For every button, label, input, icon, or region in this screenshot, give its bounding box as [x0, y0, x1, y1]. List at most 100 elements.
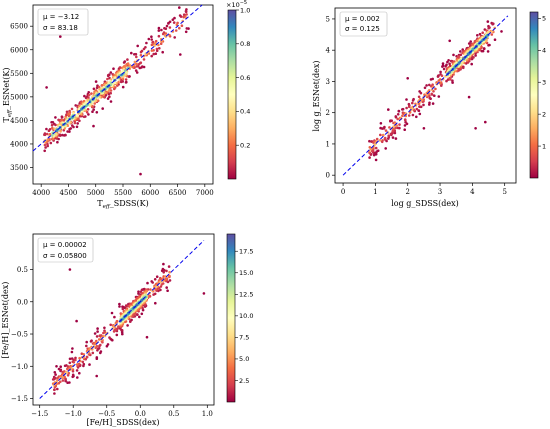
- teff-colorbar-ticks: 0.2 0.4 0.6 0.8 1.0: [236, 6, 250, 150]
- y-tick-label: 4: [326, 47, 331, 55]
- scatter-point: [139, 50, 143, 54]
- feh-panel: −1.5 −1.0 −0.5 0.0 0.5 1.0 −1.5 −1.0 −0.5 0.0 0.5…: [1, 233, 253, 427]
- scatter-point: [74, 358, 77, 362]
- x-tick-label: 1: [373, 188, 377, 196]
- scatter-point: [411, 101, 414, 105]
- y-tick-label: 1: [326, 140, 330, 148]
- scatter-point: [53, 392, 56, 395]
- scatter-point: [165, 24, 169, 28]
- scatter-point: [165, 269, 168, 273]
- y-tick-label: −1.5: [11, 395, 28, 403]
- scatter-point: [160, 28, 163, 32]
- scatter-point: [162, 262, 165, 266]
- scatter-point: [425, 94, 428, 97]
- scatter-point: [153, 278, 157, 281]
- scatter-point: [133, 60, 137, 64]
- feh-x-ticks: −1.5 −1.0 −0.5 0.0 0.5 1.0: [31, 405, 213, 418]
- scatter-point: [136, 313, 139, 316]
- x-tick-label: 5: [502, 188, 506, 196]
- scatter-point: [66, 374, 70, 377]
- scatter-point: [106, 343, 110, 346]
- scatter-point: [53, 388, 56, 392]
- scatter-point: [126, 324, 129, 327]
- scatter-point: [45, 127, 48, 131]
- scatter-point: [43, 149, 46, 153]
- scatter-point: [120, 328, 123, 332]
- scatter-point: [407, 105, 411, 109]
- scatter-point: [44, 146, 47, 149]
- scatter-point: [124, 78, 128, 81]
- scatter-point: [407, 114, 411, 117]
- scatter-point: [126, 62, 130, 65]
- y-tick-label: 5500: [10, 70, 28, 78]
- scatter-point: [93, 102, 96, 105]
- scatter-point: [120, 330, 124, 334]
- scatter-point: [396, 126, 400, 130]
- scatter-point: [168, 26, 172, 29]
- scatter-point: [53, 371, 57, 374]
- scatter-point: [418, 112, 422, 116]
- scatter-point: [397, 109, 401, 113]
- scatter-point: [174, 29, 178, 32]
- colorbar-tick-label: 0.2: [240, 142, 250, 150]
- teff-x-ticks: 4000 4500 5000 5500 6000 6500 7000: [32, 184, 214, 197]
- scatter-point: [118, 305, 121, 308]
- scatter-point: [68, 127, 71, 131]
- scatter-point: [141, 306, 144, 310]
- scatter-point: [154, 288, 157, 291]
- scatter-point: [141, 292, 144, 295]
- scatter-point: [417, 102, 421, 106]
- scatter-point: [500, 30, 503, 33]
- logg-mu-label: μ = 0.002: [345, 15, 380, 23]
- scatter-point: [66, 124, 70, 127]
- scatter-point: [68, 268, 72, 271]
- x-tick-label: 7000: [196, 189, 214, 197]
- teff-y-axis-title: Teff_ESNet(K): [2, 68, 13, 123]
- scatter-point: [403, 124, 407, 127]
- scatter-point: [398, 123, 401, 126]
- scatter-point: [145, 335, 149, 339]
- scatter-point: [436, 75, 440, 78]
- scatter-point: [71, 373, 75, 377]
- scatter-point: [382, 133, 385, 137]
- scatter-point: [154, 39, 158, 43]
- feh-identity-line: [39, 240, 205, 399]
- logg-plot-frame: [334, 7, 517, 184]
- scatter-point: [61, 376, 64, 379]
- scatter-point: [178, 26, 181, 30]
- teff-mu-label: μ = −3.12: [43, 13, 79, 21]
- scatter-point: [50, 123, 54, 127]
- scatter-point: [417, 95, 421, 99]
- scatter-point: [476, 34, 479, 37]
- scatter-point: [95, 344, 99, 348]
- colorbar-tick-label: 0.6: [240, 74, 250, 82]
- scatter-point: [82, 362, 86, 366]
- scatter-point: [142, 47, 146, 51]
- scatter-point: [433, 94, 436, 97]
- scatter-point: [473, 40, 477, 43]
- scatter-point: [118, 302, 121, 306]
- scatter-point: [158, 47, 161, 50]
- scatter-point: [394, 126, 398, 130]
- scatter-point: [431, 77, 435, 81]
- scatter-point: [75, 125, 79, 129]
- scatter-point: [404, 120, 407, 124]
- scatter-point: [437, 95, 441, 98]
- teff-x-axis-title: Teff_SDSS(K): [97, 199, 148, 210]
- scatter-point: [423, 86, 427, 90]
- scatter-point: [139, 53, 143, 57]
- scatter-point: [145, 41, 148, 45]
- scatter-point: [74, 356, 77, 360]
- scatter-point: [119, 321, 122, 325]
- scatter-point: [401, 114, 404, 117]
- y-tick-label: 0: [326, 172, 330, 180]
- scatter-point: [179, 53, 182, 56]
- scatter-point: [163, 268, 166, 272]
- feh-plot-frame: [32, 233, 215, 406]
- scatter-point: [129, 65, 132, 68]
- scatter-point: [109, 89, 113, 92]
- scatter-point: [438, 78, 442, 81]
- scatter-point: [85, 340, 88, 344]
- scatter-point: [118, 66, 122, 69]
- scatter-point: [152, 293, 155, 296]
